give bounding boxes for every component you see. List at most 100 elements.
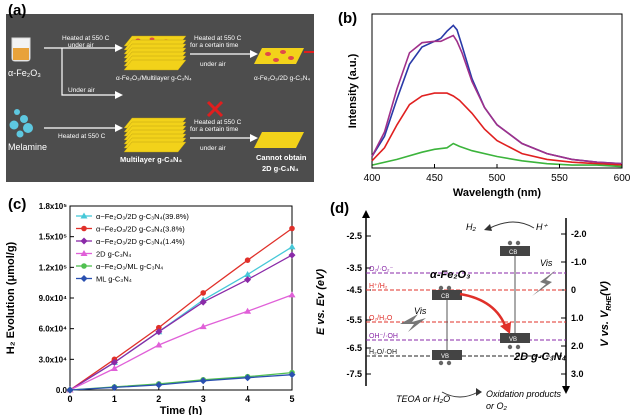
chart-b: 400 450 500 550 600 Wavelength (nm) Intensity …	[347, 13, 631, 199]
xtick-b: 450	[426, 173, 443, 184]
point-c-3-3	[199, 323, 207, 330]
level-label-2: O₂/H₂O	[369, 315, 393, 322]
right-tick-d: -1.0	[571, 257, 587, 267]
teoa-label: TEOA or H₂O	[396, 394, 450, 404]
point-c-0-5	[288, 243, 296, 250]
vis-left: Vis	[414, 306, 427, 316]
series-line-c-2	[69, 254, 293, 391]
left-tick-d: -6.5	[346, 343, 362, 353]
legend-entry-c-3: 2D g-C₃N₄	[96, 250, 131, 259]
series-line-b-1	[371, 34, 623, 165]
cross-icon	[206, 100, 224, 118]
fe2o3-vb-text: VB	[441, 354, 449, 360]
fe2o3-cb	[432, 290, 462, 300]
point-c-2-1	[110, 358, 118, 366]
left-tick-d: -2.5	[346, 231, 362, 241]
xtick-b: 500	[489, 173, 506, 184]
legend-marker-c-5	[80, 275, 88, 282]
series-line-c-1	[69, 227, 293, 391]
electron-transfer-arrow	[459, 292, 508, 329]
panel-a-label: (a)	[8, 2, 27, 19]
step-bot-2c: under air	[200, 145, 226, 152]
multilayer-stack-bottom	[123, 117, 187, 153]
point-c-3-1	[110, 365, 118, 372]
step-bot-2b: for a certain time	[190, 126, 239, 133]
plot-frame-c	[69, 205, 293, 391]
point-c-0-4	[244, 270, 252, 277]
point-c-5-0	[66, 386, 74, 394]
series-line-c-4	[69, 371, 293, 391]
panel-d-label: (d)	[330, 200, 350, 217]
xlabel-b: Wavelength (nm)	[453, 187, 542, 199]
xtick-c: 4	[245, 394, 250, 404]
point-c-1-3	[200, 290, 206, 296]
step-top-2: Heated at 550 C	[194, 35, 242, 42]
gcn-cb-text: CB	[509, 250, 517, 256]
hplus-label: H⁺	[536, 222, 548, 232]
chart-c: 0 1 2 3 4 5 0.0 3.0x10⁴ 6.0x10⁴ 9.0x10⁴ 1.2x10⁵ 1.5…	[5, 202, 296, 417]
ylabel-c: H₂ Evolution (μmol/g)	[5, 241, 17, 354]
product-top-1: α-Fe₂O₃/Multilayer g-C₃N₄	[116, 75, 192, 82]
melamine-bubbles-icon	[9, 109, 33, 138]
step-top-2c: under air	[200, 61, 226, 68]
xlabel-c: Time (h)	[160, 405, 203, 415]
step-top-1: Heated at 550 C	[62, 35, 110, 42]
legend-entry-c-4: α−Fe₂O₃/ML g-C₃N₄	[96, 262, 163, 271]
beaker-icon	[11, 37, 31, 62]
gcn-cb	[500, 246, 530, 256]
point-c-3-5	[288, 291, 296, 298]
series-line-c-5	[69, 374, 293, 391]
vis-right: Vis	[540, 258, 553, 268]
legend-entry-c-0: α−Fe₂O₃/2D g-C₃N₄(39.8%)	[96, 212, 189, 221]
series-line-c-3	[69, 294, 293, 391]
xtick-c: 5	[289, 394, 294, 404]
xtick-c: 3	[201, 394, 206, 404]
panel-a-scheme: α-Fe₂O₃ Melamine Heated at 550 C under a…	[6, 14, 314, 182]
right-tick-d: 0	[571, 285, 576, 295]
point-c-2-5	[288, 251, 296, 259]
point-c-5-2	[155, 381, 163, 389]
or-o2-label: or O₂	[486, 401, 508, 411]
flow-lines	[44, 47, 115, 129]
left-tick-d: -5.5	[346, 315, 362, 325]
right-tick-d: 3.0	[571, 369, 584, 379]
ylabel-b: Intensity (a.u.)	[347, 53, 359, 128]
step-top-2b: for a certain time	[190, 42, 239, 49]
level-label-1: H⁺/H₂	[369, 283, 388, 290]
series-line-b-0	[371, 24, 623, 165]
gcn-vb	[500, 333, 530, 343]
series-line-b-2	[371, 92, 623, 166]
panel-d: -2.5 -3.5 -4.5 -5.5 -6.5 -7.5 -2.0 -1.0 0 1.0 2.0 3…	[300, 196, 632, 415]
legend-entry-c-1: α−Fe₂O₃/2D g-C₃N₄(3.8%)	[96, 225, 185, 234]
product-bot-2b: 2D g-C₃N₄	[262, 164, 299, 173]
left-tick-d: -4.5	[346, 285, 362, 295]
multilayer-stack-top	[123, 35, 187, 71]
xtick-b: 600	[614, 173, 631, 184]
point-c-5-3	[199, 377, 207, 385]
gcn-label: 2D g-C₃N₄	[513, 351, 566, 363]
point-c-3-4	[244, 307, 252, 314]
point-c-3-2	[155, 341, 163, 348]
level-label-0: O₂/·O₂⁻	[369, 266, 394, 273]
step-bot-2: Heated at 550 C	[194, 119, 242, 126]
point-c-5-5	[288, 371, 296, 379]
fe2o3-label: α-Fe₂O₃	[430, 269, 470, 281]
h2-label: H₂	[466, 222, 476, 232]
xtick-c: 2	[156, 394, 161, 404]
panel-c: 0 1 2 3 4 5 0.0 3.0x10⁴ 6.0x10⁴ 9.0x10⁴ 1.2x10⁵ 1.5…	[0, 196, 300, 417]
product-bot-2: Cannot obtain	[256, 153, 307, 162]
precursor-top: α-Fe₂O₃	[8, 68, 41, 78]
point-c-2-4	[244, 276, 252, 284]
gcn-vb-text: VB	[509, 337, 517, 343]
2d-sheet-bottom	[254, 132, 304, 148]
panel-b-label: (b)	[338, 10, 358, 27]
ytick-c: 1.8x10⁵	[39, 202, 67, 211]
level-label-3: OH⁻/·OH	[369, 333, 398, 340]
left-tick-d: -3.5	[346, 263, 362, 273]
product-top-2: α-Fe₂O₃/2D g-C₃N₄	[254, 75, 310, 82]
right-tick-d: 1.0	[571, 313, 584, 323]
point-c-1-2	[156, 324, 162, 331]
step-top-1b: under air	[68, 42, 94, 49]
ytick-c: 9.0x10⁴	[39, 294, 67, 303]
ytick-c: 1.2x10⁵	[39, 263, 67, 272]
